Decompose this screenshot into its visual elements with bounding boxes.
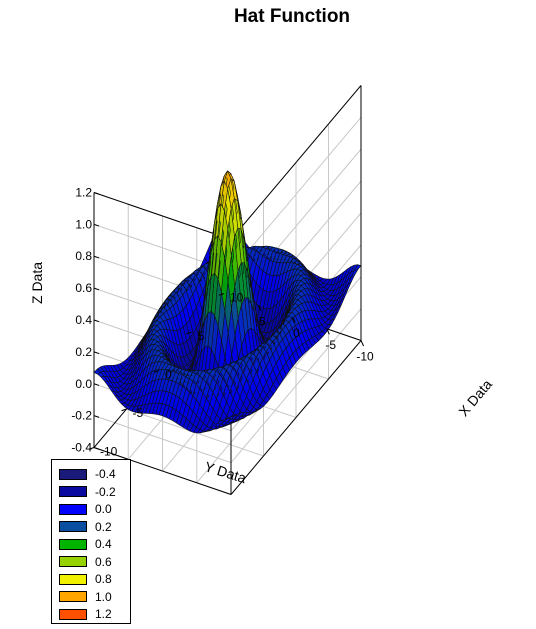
legend-swatch: [59, 591, 87, 602]
surface-mesh: [93, 170, 362, 434]
z-tick: [93, 319, 100, 323]
legend-label: 0.2: [95, 519, 112, 534]
x-axis-title: X Data: [455, 376, 495, 419]
z-tick-label: 1.2: [75, 185, 92, 199]
x-tick: [153, 370, 160, 373]
legend-item: 1.2: [59, 607, 112, 621]
z-axis-title: Z Data: [29, 262, 45, 304]
legend-swatch: [59, 486, 87, 497]
color-legend: -0.4 -0.2 0.0 0.2 0.4 0.6 0.8 1.0 1.2: [51, 459, 131, 624]
legend-label: 0.4: [95, 537, 112, 551]
y-tick: [326, 328, 330, 335]
top-back-edge: [230, 85, 362, 240]
top-left-edge: [93, 192, 232, 240]
legend-label: 0.6: [95, 554, 112, 569]
z-tick: [93, 351, 100, 355]
x-tick-label: 10: [230, 291, 244, 305]
z-tick-label: 0.8: [75, 249, 92, 263]
z-tick-label: -0.4: [71, 441, 92, 455]
legend-item: -0.2: [59, 485, 116, 499]
axis-ticks: -0.4 -0.2 0.0 0.2 0.4 0.6 0.8 1.0 1.2 -10 -5 0 5 -10 -…: [71, 185, 374, 458]
legend-label: 0.8: [95, 572, 112, 586]
y-tick-label: -10: [356, 350, 374, 364]
y-tick-label: 5: [259, 314, 266, 328]
x-tick: [121, 408, 127, 412]
chart-title: Hat Function: [234, 6, 350, 27]
x-tick-label: 0: [165, 368, 172, 382]
z-tick: [93, 223, 100, 227]
legend-swatch: [59, 468, 87, 480]
y-tick-label: 0: [293, 326, 300, 340]
x-tick-label: -10: [100, 445, 118, 459]
y-tick-label: -5: [325, 338, 336, 352]
legend-label: 1.2: [95, 607, 112, 621]
y-axis-line: [93, 447, 232, 495]
z-tick: [93, 447, 100, 450]
surface-facet: [93, 368, 101, 375]
z-tick: [93, 383, 100, 386]
legend-item: 0.0: [59, 502, 112, 516]
x-tick: [218, 293, 225, 296]
legend-swatch: [59, 521, 87, 532]
x-tick: [186, 331, 192, 335]
z-tick-label: 0.2: [75, 345, 92, 359]
legend-item: 0.4: [59, 537, 112, 551]
y-tick: [360, 340, 365, 347]
legend-item: 0.6: [59, 555, 112, 569]
legend-label: 1.0: [95, 589, 112, 604]
legend-swatch: [59, 503, 87, 515]
legend-swatch: [59, 573, 87, 585]
legend-item: 1.0: [59, 590, 112, 604]
legend-item: -0.4: [59, 467, 116, 481]
x-tick-label: 5: [198, 329, 205, 343]
z-tick: [93, 415, 100, 418]
z-tick: [93, 287, 100, 291]
legend-swatch: [59, 556, 87, 567]
z-tick-label: -0.2: [71, 409, 92, 423]
legend-swatch: [59, 608, 87, 620]
legend-label: 0.0: [95, 502, 112, 516]
z-tick-label: 0.0: [75, 377, 92, 391]
x-axis-line: [230, 340, 362, 495]
legend-item: 0.2: [59, 520, 112, 534]
z-tick-label: 0.4: [75, 313, 92, 327]
legend-label: -0.4: [95, 467, 116, 481]
z-tick: [93, 192, 100, 195]
y-tick: [292, 316, 296, 323]
y-tick: [257, 305, 262, 311]
x-tick: [88, 447, 95, 450]
z-tick-label: 1.0: [75, 217, 92, 231]
legend-item: 0.8: [59, 572, 112, 586]
z-tick-label: 0.6: [75, 281, 92, 295]
z-tick: [93, 255, 100, 259]
x-tick-label: -5: [133, 406, 144, 420]
legend-swatch: [59, 538, 87, 550]
legend-label: -0.2: [95, 484, 116, 499]
